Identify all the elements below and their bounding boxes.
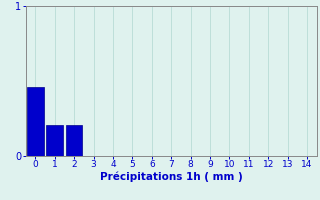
- X-axis label: Précipitations 1h ( mm ): Précipitations 1h ( mm ): [100, 172, 243, 182]
- Bar: [27, 87, 44, 156]
- Bar: [66, 124, 82, 156]
- Bar: [46, 124, 63, 156]
